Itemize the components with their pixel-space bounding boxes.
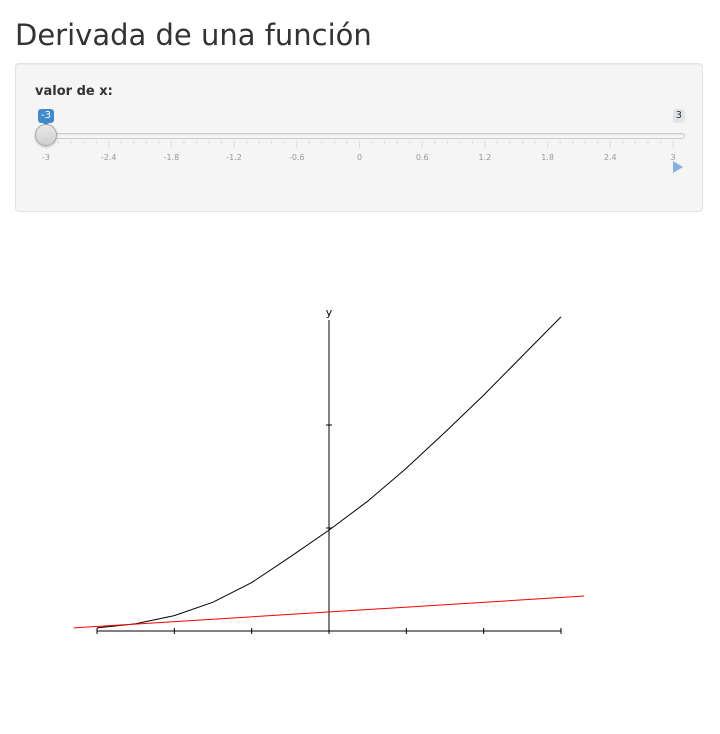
slider-tick-label: -1.2	[226, 153, 242, 162]
sidebar-panel: valor de x: -3 3 -3 -2.4 -1.8 -1.2 -0.6 0 0.6 1…	[15, 63, 703, 212]
slider-tick-label: -2.4	[101, 153, 117, 162]
slider-value-bubble: -3	[38, 109, 54, 126]
slider-tick-label: 1.2	[479, 153, 492, 162]
derivative-plot: y	[73, 306, 585, 634]
slider-track[interactable]	[46, 133, 685, 139]
page-title: Derivada de una función	[15, 18, 372, 52]
play-icon[interactable]	[673, 161, 683, 173]
slider-tick-label: 2.4	[604, 153, 617, 162]
slider-label: valor de x:	[35, 84, 113, 99]
slider-tick-label: 0.6	[416, 153, 429, 162]
slider-tick-label: 0	[357, 153, 362, 162]
tangent-line	[73, 595, 585, 629]
slider-tick-label: 1.8	[541, 153, 554, 162]
slider-tick-label: -3	[42, 153, 50, 162]
function-curve	[96, 316, 562, 629]
slider-tick-label: -1.8	[164, 153, 180, 162]
slider-handle[interactable]	[35, 124, 57, 146]
slider-max-bubble: 3	[672, 109, 685, 123]
slider-tick-label: -0.6	[289, 153, 305, 162]
y-axis-label: y	[326, 306, 333, 319]
